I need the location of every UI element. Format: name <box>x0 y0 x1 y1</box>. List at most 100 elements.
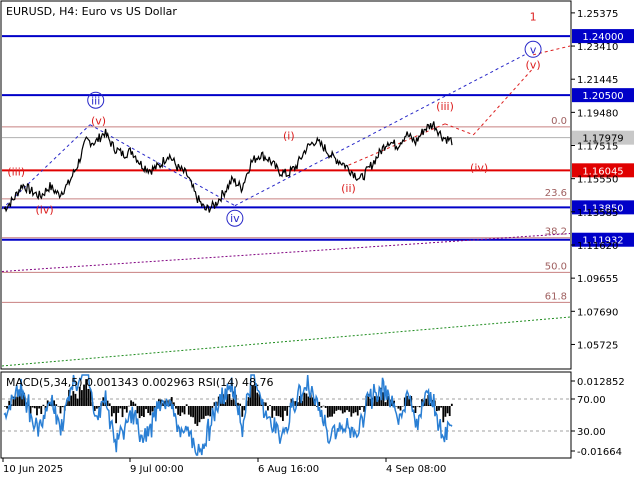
wave-channel-line <box>234 54 525 207</box>
macd-bar <box>281 406 284 422</box>
macd-bar <box>344 406 346 413</box>
wave-projection-line <box>473 67 534 136</box>
macd-bar <box>125 406 128 413</box>
rsi-line <box>3 374 453 456</box>
macd-bar <box>363 406 366 412</box>
macd-bar <box>429 403 432 406</box>
macd-bar <box>196 406 199 426</box>
macd-bar <box>145 406 147 410</box>
macd-bar <box>115 406 117 424</box>
level-price-label: 1.13850 <box>582 203 623 214</box>
macd-bar <box>130 400 132 406</box>
macd-bar <box>337 406 340 410</box>
wave-circle <box>87 91 105 109</box>
macd-bar <box>147 406 150 413</box>
macd-bar <box>57 406 60 407</box>
macd-bar <box>42 404 45 406</box>
macd-bar <box>309 393 312 406</box>
current-price-label: 1.17979 <box>582 134 623 145</box>
macd-bar <box>324 406 327 408</box>
wave-label: iv <box>230 212 240 225</box>
macd-bar <box>46 400 49 406</box>
macd-bar <box>187 406 190 415</box>
indicator-title: MACD(5,34,5) 0.001343 0.002963 RSI(14) 4… <box>6 376 274 389</box>
macd-bar <box>350 406 353 417</box>
wave-labels: (iii) (iv) (v) iii iv (i) (ii) (iii) (iv) (v) v 1 <box>7 11 542 227</box>
wave-channel-line <box>1 124 91 210</box>
wave-label: (ii) <box>341 182 356 195</box>
macd-bar <box>192 406 194 418</box>
macd-bar <box>358 406 361 411</box>
macd-bar <box>74 393 77 406</box>
wave-label: iii <box>91 94 100 107</box>
macd-bar <box>29 406 32 415</box>
macd-bar <box>267 406 269 411</box>
current-price-tag <box>572 130 634 145</box>
fib-level-label: 61.8 <box>545 291 567 302</box>
macd-bar <box>301 400 304 406</box>
macd-bar <box>249 385 252 406</box>
macd-bar <box>51 401 53 406</box>
macd-bar <box>395 406 398 407</box>
fib-level-label: 50.0 <box>545 261 567 272</box>
macd-bar <box>331 406 333 417</box>
macd-bar <box>142 406 145 418</box>
macd-bar <box>230 399 233 406</box>
macd-bar <box>106 400 109 406</box>
trend-lines <box>1 45 571 367</box>
macd-bar <box>179 406 182 416</box>
macd-bar <box>346 406 348 411</box>
wave-label: v <box>530 43 537 56</box>
price-tick-label: 1.11620 <box>577 241 618 252</box>
indicator-tick-label: 0.012852 <box>577 377 625 388</box>
macd-bar <box>369 398 372 406</box>
macd-bar <box>164 400 167 406</box>
macd-bar <box>200 406 203 420</box>
macd-bar <box>277 406 280 417</box>
price-tick-label: 1.05725 <box>577 340 618 351</box>
macd-bar <box>78 386 81 406</box>
wave-label: 1 <box>530 11 537 24</box>
macd-bar <box>284 406 286 411</box>
macd-bar <box>416 406 419 407</box>
macd-bar <box>33 406 36 409</box>
macd-bar <box>226 394 229 406</box>
macd-bar <box>4 406 6 407</box>
macd-bar <box>256 392 259 406</box>
indicator-tick-label: 30.00 <box>577 427 606 438</box>
macd-bar <box>181 406 184 413</box>
long-term-trend-line <box>1 316 571 367</box>
macd-bar <box>403 397 406 406</box>
macd-bar <box>53 400 55 406</box>
time-axis: 10 Jun 2025 9 Jul 00:00 6 Aug 16:00 4 Sep 0… <box>2 458 446 475</box>
chart-title: EURUSD, H4: Euro vs US Dollar <box>6 5 177 18</box>
macd-bar <box>207 406 209 416</box>
macd-bar <box>87 388 90 406</box>
indicator-tick-label: -0.01664 <box>577 447 622 458</box>
macd-bar <box>269 405 271 406</box>
fib-level-label: 38.2 <box>545 227 567 238</box>
price-tick-label: 1.25375 <box>577 9 618 20</box>
macd-bar <box>239 403 242 406</box>
macd-bar <box>172 402 175 406</box>
price-tick-label: 1.15550 <box>577 175 618 186</box>
macd-bar <box>271 406 274 418</box>
macd-bar <box>320 406 323 408</box>
macd-bar <box>299 395 301 406</box>
macd-bar <box>316 406 319 407</box>
macd-bar <box>85 379 88 406</box>
macd-bar <box>418 406 421 408</box>
wave-label: (i) <box>283 129 295 142</box>
fib-level-label: 23.6 <box>545 188 567 199</box>
macd-bar <box>307 396 310 406</box>
macd-bar <box>446 406 449 414</box>
macd-bar <box>123 406 126 410</box>
wave-projection-line <box>444 123 474 136</box>
macd-bar <box>138 406 141 419</box>
macd-bar <box>83 384 85 406</box>
level-price-tag <box>572 163 634 178</box>
level-price-tag <box>572 88 634 103</box>
macd-bar <box>435 406 438 412</box>
macd-bar <box>149 406 152 416</box>
macd-bar <box>6 406 8 409</box>
